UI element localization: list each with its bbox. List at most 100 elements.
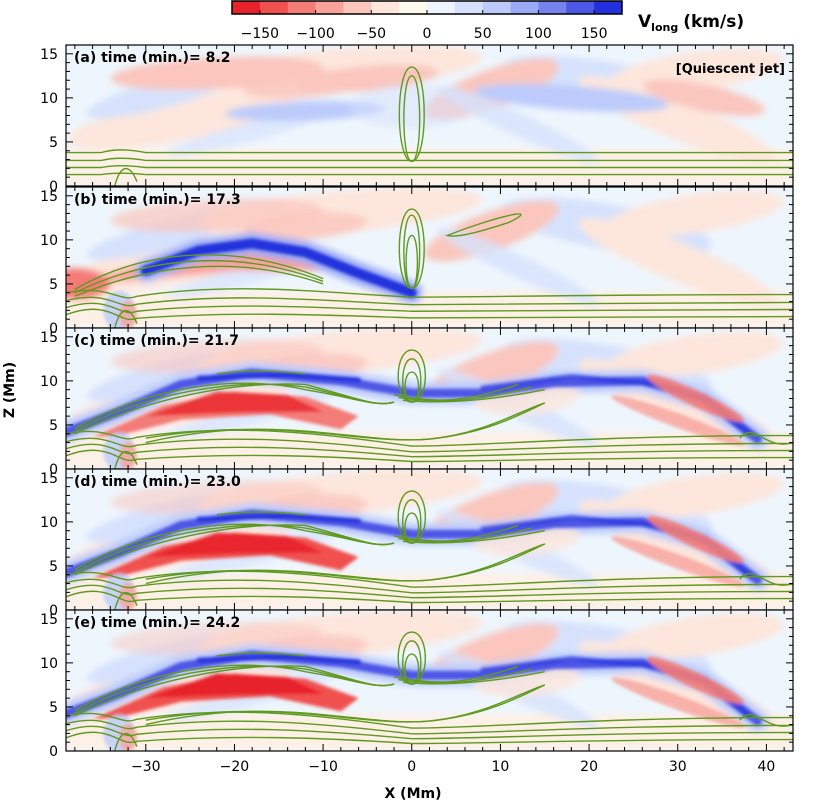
panel-label: (c) time (min.)= 21.7 bbox=[74, 333, 239, 349]
panel-label: (a) time (min.)= 8.2 bbox=[74, 50, 230, 66]
x-tick-label: −20 bbox=[220, 759, 250, 775]
velocity-blob bbox=[647, 374, 744, 423]
magnetic-contours bbox=[66, 349, 793, 469]
contour-line bbox=[216, 511, 306, 516]
velocity-blob bbox=[611, 395, 745, 446]
contour-line bbox=[66, 308, 793, 321]
x-tick-label: −30 bbox=[131, 759, 161, 775]
y-tick-label: 15 bbox=[40, 47, 58, 63]
velocity-blob bbox=[607, 190, 784, 237]
contour-line bbox=[739, 713, 793, 727]
colorbar-swatch bbox=[482, 1, 512, 14]
contour-line bbox=[66, 578, 793, 594]
velocity-blob bbox=[607, 613, 784, 660]
contour-line bbox=[66, 570, 793, 588]
velocity-field bbox=[66, 610, 793, 751]
x-tick-label: −10 bbox=[308, 759, 338, 775]
y-tick-label: 10 bbox=[40, 91, 58, 107]
velocity-blob bbox=[119, 300, 137, 328]
contour-line bbox=[74, 259, 324, 294]
x-tick-label: 40 bbox=[757, 759, 775, 775]
contour-line bbox=[402, 530, 545, 544]
colorbar-label: Vlong (km/s) bbox=[638, 12, 744, 34]
y-tick-label: 15 bbox=[40, 330, 58, 346]
jet-band bbox=[196, 372, 362, 383]
panel-label: (b) time (min.)= 17.3 bbox=[74, 192, 241, 208]
contour-line bbox=[66, 149, 793, 154]
contour-line bbox=[66, 719, 793, 735]
red-flow-core bbox=[145, 673, 324, 699]
chart-title: [Quiescent jet] bbox=[676, 62, 785, 77]
x-tick-label: 30 bbox=[669, 759, 687, 775]
contour-line bbox=[66, 449, 793, 463]
y-tick-label: 15 bbox=[40, 612, 58, 628]
velocity-field bbox=[66, 45, 793, 186]
x-tick-label: 10 bbox=[492, 759, 510, 775]
contour-line bbox=[66, 437, 793, 453]
contour-line bbox=[66, 165, 793, 169]
contour-line bbox=[66, 302, 793, 314]
x-tick-label: 0 bbox=[407, 759, 416, 775]
contour-line bbox=[739, 431, 793, 445]
panel: 0 5 10 15 (c) time (min.)= 21.7 bbox=[40, 327, 794, 478]
contour-line bbox=[66, 711, 793, 729]
colorbar-swatch bbox=[566, 1, 595, 14]
colorbar-swatch bbox=[315, 1, 344, 14]
panel-ticks bbox=[66, 328, 793, 470]
y-tick-label: 5 bbox=[49, 559, 58, 575]
velocity-blob bbox=[611, 536, 745, 587]
y-tick-label: 10 bbox=[40, 374, 58, 390]
magnetic-contours bbox=[66, 631, 793, 751]
velocity-band bbox=[66, 431, 793, 469]
y-tick-label: 5 bbox=[49, 418, 58, 434]
x-tick-label: 20 bbox=[580, 759, 598, 775]
velocity-blob bbox=[119, 582, 137, 610]
contour-line bbox=[66, 288, 793, 299]
colorbar-tick-label: 50 bbox=[474, 26, 492, 42]
panel-label: (d) time (min.)= 23.0 bbox=[74, 474, 241, 490]
colorbar-swatch bbox=[259, 1, 289, 14]
colorbar-label-main: V bbox=[638, 12, 652, 32]
contour-line bbox=[74, 664, 395, 712]
x-axis-label: X (Mm) bbox=[385, 786, 442, 802]
velocity-blob bbox=[607, 331, 784, 378]
contour-line bbox=[66, 172, 793, 176]
contour-line bbox=[74, 382, 395, 430]
panel: 0 5 10 15 (b) time (min.)= 17.3 bbox=[40, 186, 794, 337]
contour-line bbox=[114, 591, 138, 610]
panel: 0 5 10 15 (a) time (min.)= 8.2 [Quiescent jet… bbox=[40, 44, 794, 195]
contour-line bbox=[739, 572, 793, 586]
jet-band bbox=[196, 513, 362, 524]
colorbar-tick-label: 0 bbox=[423, 26, 432, 42]
velocity-blob bbox=[647, 515, 744, 564]
contour-line bbox=[66, 584, 793, 599]
y-tick-label: 0 bbox=[49, 744, 58, 760]
y-tick-label: 0 bbox=[49, 179, 58, 195]
contour-line bbox=[114, 309, 138, 328]
colorbar-swatch bbox=[594, 1, 623, 14]
colorbar-tick-label: −100 bbox=[296, 26, 334, 42]
panel-label: (e) time (min.)= 24.2 bbox=[74, 615, 240, 631]
velocity-field-soft bbox=[66, 45, 793, 186]
red-flow-core bbox=[145, 391, 324, 417]
jet-band bbox=[140, 238, 417, 298]
velocity-blob bbox=[611, 677, 745, 728]
contour-line bbox=[66, 443, 793, 458]
colorbar-label-units: (km/s) bbox=[683, 12, 744, 32]
colorbar: −150 −100 −50 0 50 100 150 Vlong (km/s) bbox=[231, 0, 744, 42]
colorbar-swatch bbox=[454, 1, 484, 14]
velocity-blob bbox=[643, 79, 766, 117]
contour-line bbox=[402, 671, 545, 685]
panel: 0 5 10 15 (e) time (min.)= 24.2 −30 −20 −10 0 10 2… bbox=[40, 609, 794, 775]
colorbar-swatch bbox=[427, 1, 456, 14]
y-axis-label: Z (Mm) bbox=[2, 362, 18, 418]
velocity-blob bbox=[119, 441, 137, 469]
contour-line bbox=[404, 653, 420, 685]
contour-line bbox=[216, 370, 306, 375]
contour-line bbox=[216, 652, 306, 657]
velocity-blob bbox=[474, 83, 669, 112]
contour-line bbox=[402, 389, 545, 403]
velocity-band bbox=[66, 713, 793, 751]
y-tick-label: 0 bbox=[49, 321, 58, 337]
